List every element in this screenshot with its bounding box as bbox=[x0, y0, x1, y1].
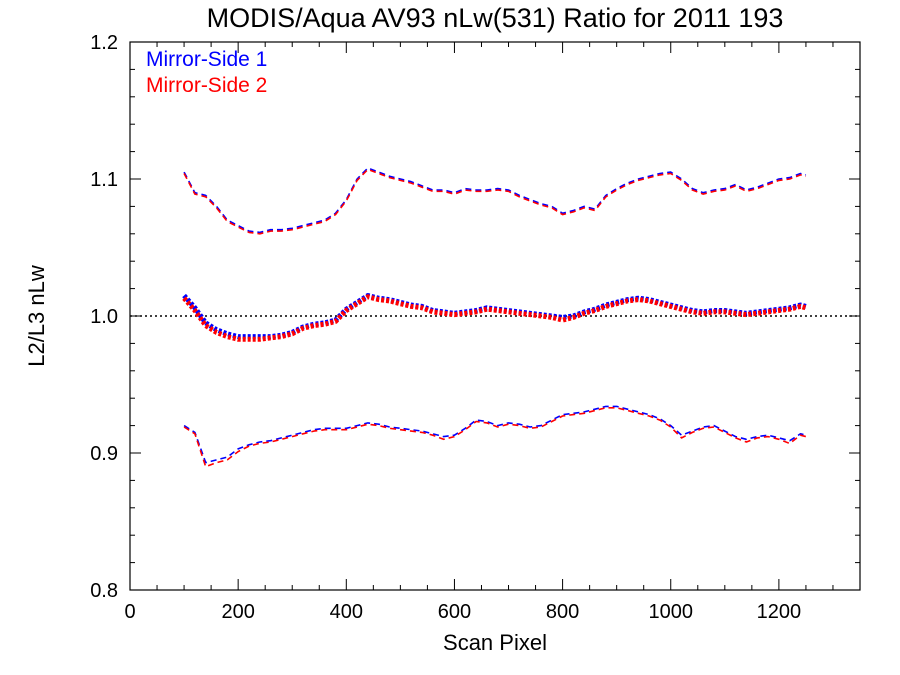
x-tick-label: 0 bbox=[124, 601, 135, 623]
series-line-upper-2 bbox=[183, 167, 807, 234]
x-tick-label: 800 bbox=[546, 601, 579, 623]
y-tick-label: 1.1 bbox=[90, 169, 118, 191]
x-tick-label: 1200 bbox=[757, 601, 802, 623]
legend-mirror-side-2: Mirror-Side 2 bbox=[146, 74, 267, 97]
x-tick-label: 200 bbox=[221, 601, 254, 623]
series-layer bbox=[182, 167, 807, 468]
axis-ticks bbox=[129, 41, 861, 591]
legend-mirror-side-1: Mirror-Side 1 bbox=[146, 48, 267, 71]
y-tick-labels: 0.8 0.9 1.0 1.1 1.2 bbox=[90, 32, 118, 602]
y-axis-title: L2/L3 nLw bbox=[24, 265, 49, 367]
series-line-lower-4 bbox=[183, 405, 807, 464]
y-tick-label: 1.0 bbox=[90, 306, 118, 328]
x-axis-title: Scan Pixel bbox=[443, 630, 547, 655]
x-tick-label: 400 bbox=[330, 601, 363, 623]
series-line-lower-5 bbox=[183, 406, 807, 468]
y-tick-label: 1.2 bbox=[90, 32, 118, 54]
x-tick-labels: 0 200 400 600 800 1000 1200 bbox=[124, 601, 801, 623]
legend: Mirror-Side 1 Mirror-Side 2 bbox=[146, 48, 267, 97]
y-tick-label: 0.9 bbox=[90, 443, 118, 465]
x-tick-label: 1000 bbox=[648, 601, 693, 623]
chart-title: MODIS/Aqua AV93 nLw(531) Ratio for 2011 … bbox=[207, 3, 784, 33]
series-line-upper-3 bbox=[183, 168, 807, 235]
x-tick-label: 600 bbox=[438, 601, 471, 623]
y-tick-label: 0.8 bbox=[90, 580, 118, 602]
series-line-mean-1 bbox=[182, 294, 807, 342]
